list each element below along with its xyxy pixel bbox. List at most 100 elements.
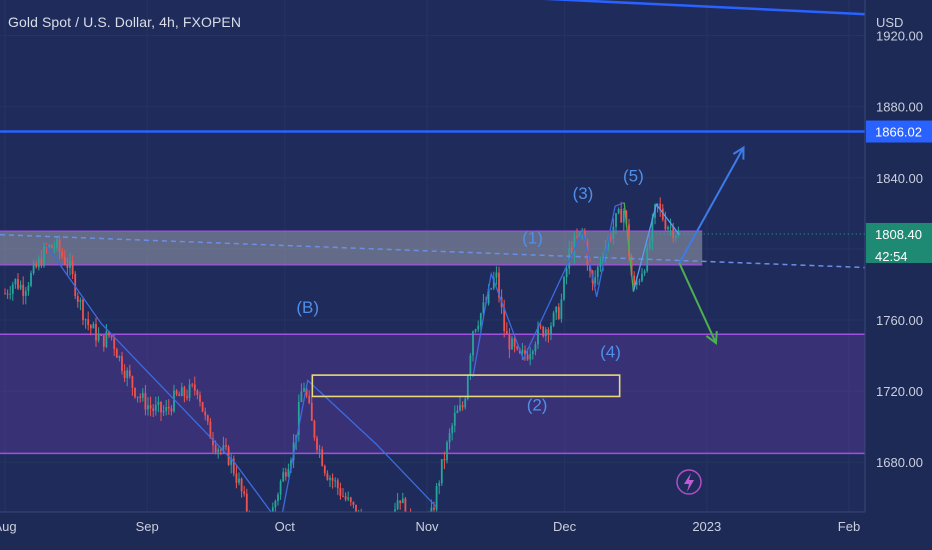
candle (50, 244, 53, 249)
candle-body (453, 412, 456, 426)
candle-body (531, 351, 534, 355)
candle-body (347, 497, 350, 500)
candle-body (118, 356, 121, 358)
bearish-arrow-line (678, 262, 717, 344)
candle (147, 397, 149, 416)
candle-body (620, 208, 623, 223)
candle-body (573, 236, 576, 256)
candle-body (534, 344, 537, 352)
candle-body (95, 324, 97, 341)
wave-label: (1) (522, 229, 543, 248)
candle-body (84, 319, 87, 321)
candle-body (508, 333, 511, 350)
candle-body (175, 390, 178, 395)
candle (209, 417, 212, 439)
candle-body (672, 226, 675, 238)
candle (186, 389, 188, 401)
last-price-tag-countdown: 42:54 (875, 249, 908, 264)
currency-label: USD (876, 15, 903, 30)
candle-body (45, 246, 48, 248)
supply-box (311, 374, 621, 398)
candle (139, 393, 142, 403)
candle-body (648, 241, 651, 248)
candle-body (66, 264, 69, 268)
candle (238, 472, 240, 486)
candle-body (438, 483, 441, 486)
candle-body (446, 442, 448, 461)
candle-body (149, 405, 152, 409)
candle-body (243, 491, 246, 494)
x-tick-label: Aug (0, 519, 17, 534)
candle-body (557, 306, 560, 319)
candle-body (74, 274, 77, 296)
candle (516, 345, 519, 351)
level-price-tag-bg (866, 120, 932, 143)
candle (287, 463, 290, 478)
candle (617, 207, 620, 215)
x-tick-labels: Aug Sep Oct Nov Dec 2023 Feb (0, 519, 860, 534)
candle (102, 335, 105, 352)
candle-body (344, 496, 347, 500)
candle-body (76, 295, 79, 302)
candle (128, 364, 131, 379)
candle-body (167, 406, 170, 409)
wave-label: (B) (296, 298, 319, 317)
candle (648, 235, 651, 251)
last-price-tag-bg (866, 222, 932, 263)
candle (313, 419, 316, 441)
candle-body (37, 258, 40, 268)
candle-body (35, 263, 38, 268)
candle-body (440, 459, 443, 484)
candle (534, 341, 537, 356)
candle (66, 257, 69, 276)
candle-body (661, 208, 664, 220)
candle (167, 399, 170, 415)
last-price-tag: 1808.40 42:54 (866, 222, 932, 264)
candle-body (550, 325, 552, 335)
candle-body (477, 325, 480, 330)
candle (297, 394, 300, 442)
candle-body (201, 401, 204, 412)
candle (170, 405, 173, 416)
candle-body (555, 306, 558, 313)
candle-body (225, 445, 227, 447)
candle (529, 346, 532, 366)
candle-body (521, 350, 524, 353)
candle-body (443, 459, 446, 461)
candle-body (542, 326, 545, 337)
price-tags: 1866.02 1808.40 42:54 (866, 120, 932, 264)
candle-body (511, 338, 513, 350)
candle (19, 280, 22, 291)
candle-body (165, 406, 168, 411)
candle (180, 382, 183, 397)
candle-body (147, 405, 149, 410)
candle-body (193, 384, 196, 391)
bullish-arrow (678, 145, 745, 264)
candle-body (560, 299, 563, 319)
candle (121, 351, 123, 375)
candle (622, 208, 625, 231)
candle-body (651, 217, 654, 242)
candle (573, 231, 576, 265)
candle (646, 243, 649, 273)
candle (178, 391, 181, 397)
candle-body (643, 271, 646, 274)
candle (48, 243, 51, 249)
chart-title: Gold Spot / U.S. Dollar, 4h, FXOPEN (8, 14, 242, 30)
price-axis[interactable] (865, 0, 932, 550)
candle-body (196, 390, 199, 396)
candle (230, 453, 233, 474)
x-tick-label: 2023 (692, 519, 721, 534)
candle (537, 321, 539, 349)
candle (669, 218, 672, 236)
time-axis[interactable] (0, 512, 865, 550)
lightning-icon[interactable] (676, 469, 702, 495)
candle-body (92, 324, 95, 329)
wave-line-green (623, 202, 635, 292)
candle (17, 273, 19, 290)
candle-body (628, 224, 630, 256)
candle-body (323, 465, 326, 474)
level-price-tag-text: 1866.02 (875, 125, 922, 140)
candle-body (87, 319, 90, 326)
